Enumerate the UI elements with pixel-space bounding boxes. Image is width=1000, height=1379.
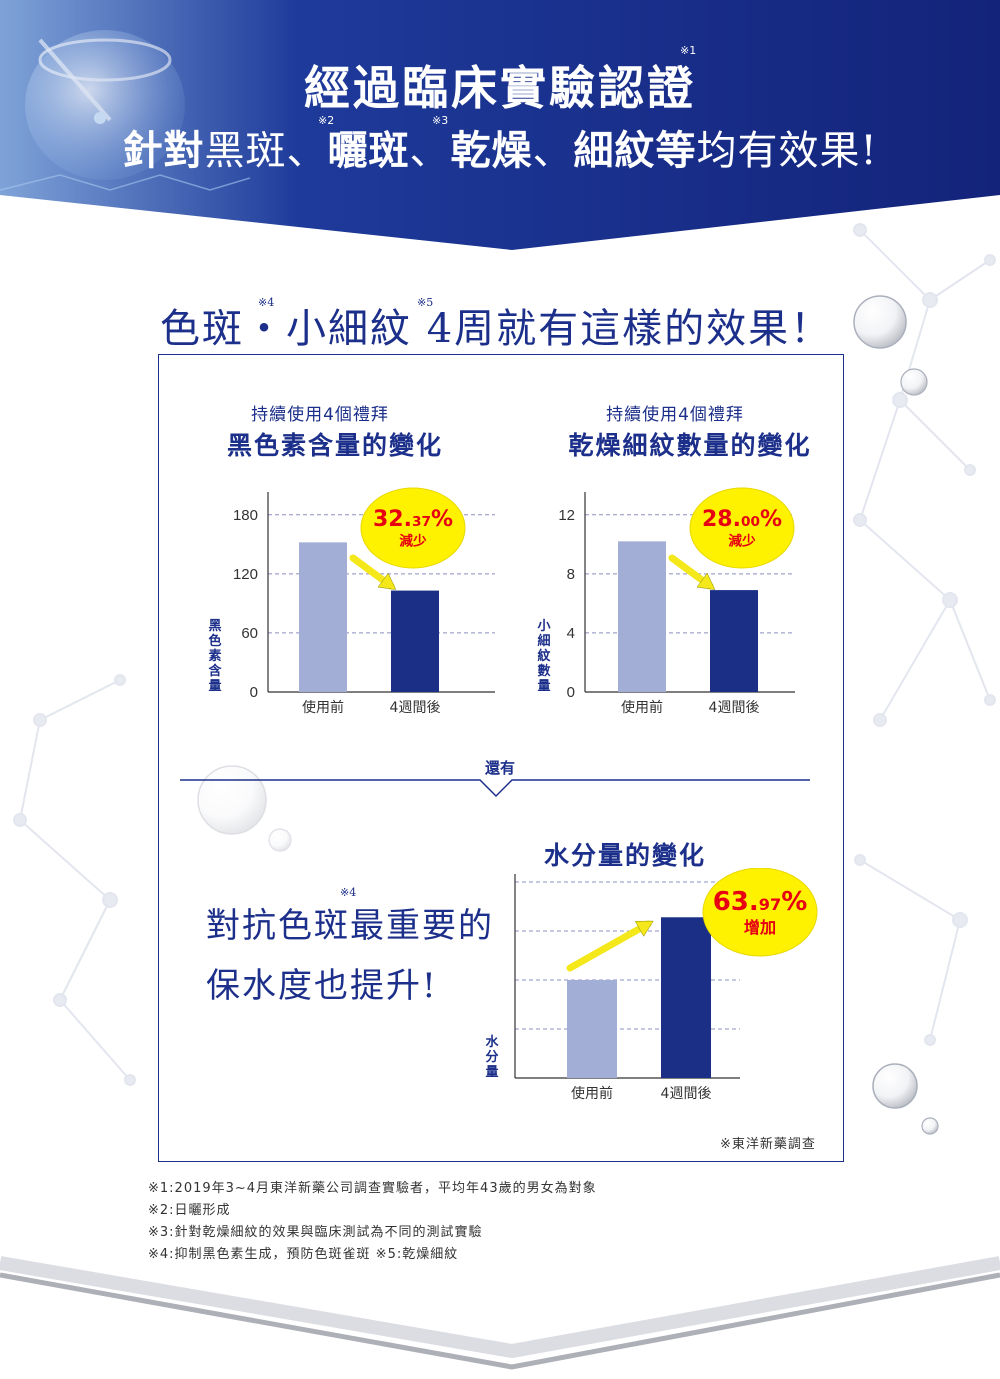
hero-sub-part: 乾燥 [450,127,533,174]
trend-arrow [566,920,652,972]
bottom-swoosh [0,1256,1000,1379]
x-tick-label: 使用前 [302,699,344,716]
y-axis-label-char: 水 [485,1034,499,1050]
bar [710,590,758,692]
divider [180,779,810,798]
y-tick-label: 60 [241,625,258,642]
water-drop-icon [853,295,907,349]
y-axis-label-char: 數 [537,663,550,679]
footnote: ※3:針對乾燥細紋的效果與臨床測試為不同的測試實驗 [148,1225,483,1240]
y-axis-label-char: 量 [537,679,550,694]
hero-sub-part: 均有效果! [696,128,878,174]
water-drop-icon [900,368,928,396]
hero-sub-part: 、 [409,128,451,174]
percent-badge [689,487,795,569]
water-drop-icon [872,1063,918,1109]
bar [661,917,711,1078]
percent-badge [360,487,466,569]
x-tick-label: 使用前 [571,1085,613,1102]
chart3-title: 水分量的變化 [543,841,706,870]
pitch-note: ※4 [340,886,357,899]
pitch-line2: 保水度也提升! [206,966,438,1006]
arrow-head-icon [377,572,397,590]
arrow-head-icon [696,572,716,590]
section-title-part2: 4周就有這樣的效果！ [426,306,833,352]
section-note-4: ※4 [258,296,275,309]
bar [618,541,666,692]
hero-sub-part: 黑斑 [204,128,287,174]
footnote: ※4:抑制黑色素生成，預防色斑雀斑 ※5:乾燥細紋 [148,1247,459,1262]
beaker-icon [25,30,185,180]
footnote: ※2:日曬形成 [148,1203,231,1218]
arrow-head-icon [634,920,654,937]
section-title: 色斑・小細紋 4周就有這樣的效果！ [160,296,832,354]
chart1-title: 黑色素含量的變化 [226,431,443,460]
badge-label: 減少 [399,533,427,550]
badge-value: 28.00% [702,507,782,532]
y-tick-label: 0 [567,684,575,701]
y-axis-label-char: 含 [207,663,222,679]
y-axis-label-char: 量 [208,679,221,694]
badge-value: 32.37% [373,507,453,532]
badge-label: 增加 [744,918,776,937]
chart2-subtitle: 持續使用4個禮拜 [606,405,744,425]
pitch-line1: 對抗色斑最重要的 [206,906,494,946]
hero-heading: 經過臨床實驗認證 [304,61,696,115]
badge-value: 63.97% [713,887,808,917]
y-axis-label-char: 黑 [208,619,221,634]
hero-sub-part: 細紋 [573,127,656,174]
y-axis-label-char: 小 [537,619,550,634]
y-tick-label: 180 [233,507,258,524]
y-axis-label-char: 細 [537,633,550,649]
x-tick-label: 4週間後 [661,1086,712,1102]
survey-note: ※東洋新藥調查 [720,1137,816,1152]
y-axis-label-char: 量 [485,1065,498,1080]
hero-subheading: 針對黑斑、曬斑、乾燥、細紋等均有效果! [0,118,1000,176]
section-title-part1: 色斑・小細紋 [160,306,412,352]
header-banner [0,0,1000,250]
section-note-5: ※5 [417,296,434,309]
y-axis-label-char: 色 [208,633,221,649]
bar [391,590,439,692]
water-drop-icon [921,1117,939,1135]
hero-note-1: ※1 [680,44,697,57]
hero-sub-part: 、 [286,128,328,174]
x-tick-label: 4週間後 [709,700,760,716]
hero-note-2: ※2 [318,114,335,127]
chart1-subtitle: 持續使用4個禮拜 [251,405,389,425]
x-tick-label: 使用前 [621,699,663,716]
footnote: ※1:2019年3~4月東洋新藥公司調查實驗者，平均年43歲的男女為對象 [148,1181,597,1196]
divider-label: 還有 [484,759,515,777]
y-tick-label: 4 [567,625,575,642]
y-tick-label: 8 [567,566,575,583]
y-tick-label: 0 [250,684,258,701]
hero-sub-part: 、 [532,128,574,174]
x-tick-label: 4週間後 [390,700,441,716]
hero-sub-part: 曬斑 [327,127,410,174]
hero-sub-part: 針對 [122,127,205,174]
y-axis-label-char: 素 [208,648,221,664]
bar [299,542,347,692]
y-axis-label-char: 紋 [537,648,551,664]
hero-note-3: ※3 [432,114,449,127]
bar [567,980,617,1078]
chart2-title: 乾燥細紋數量的變化 [568,431,812,460]
y-axis-label-char: 分 [485,1049,498,1065]
badge-label: 減少 [728,533,756,550]
pitch-text: 對抗色斑最重要的 保水度也提升! [206,896,494,1016]
y-tick-label: 12 [558,507,575,524]
y-tick-label: 120 [233,566,258,583]
hero-sub-part: 等 [655,127,697,174]
percent-badge [702,868,818,957]
